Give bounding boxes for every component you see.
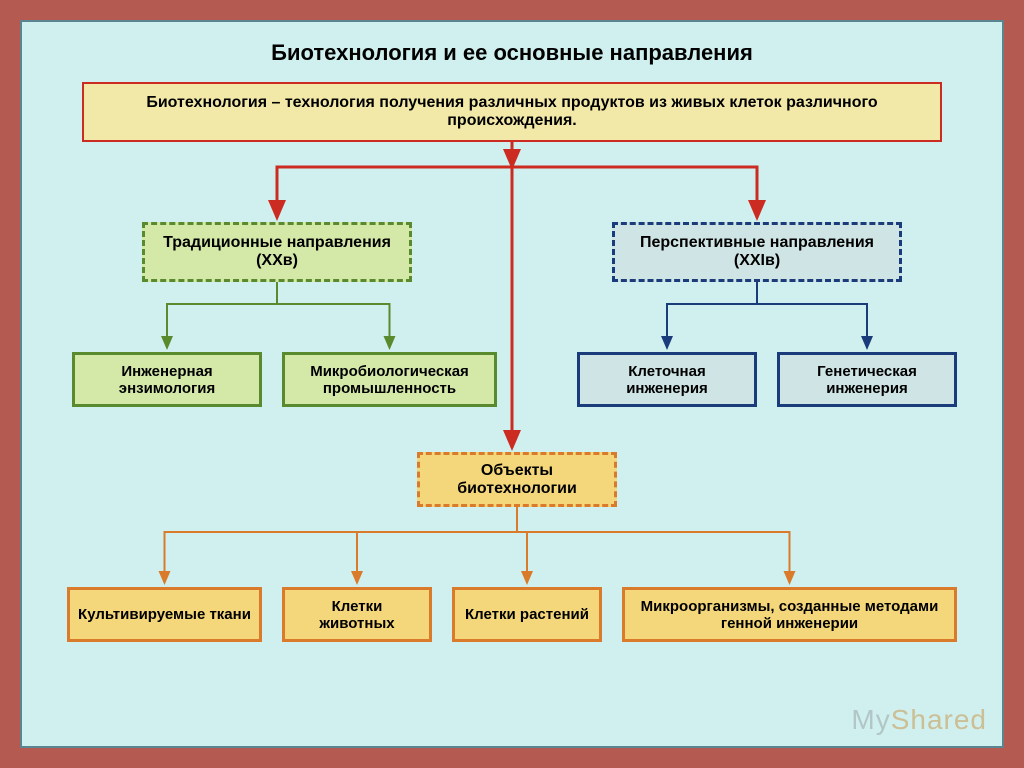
- object-child: Культивируемые ткани: [67, 587, 262, 642]
- diagram-canvas: Биотехнология и ее основные направления …: [20, 20, 1004, 748]
- node-label: Клетки животных: [285, 594, 429, 636]
- object-child: Клетки животных: [282, 587, 432, 642]
- perspective-label: Перспективные направления (XXIв): [615, 230, 899, 274]
- node-label: Инженерная энзимология: [75, 359, 259, 401]
- node-label: Генетическая инженерия: [780, 359, 954, 401]
- definition-text: Биотехнология – технология получения раз…: [84, 90, 940, 134]
- object-child: Клетки растений: [452, 587, 602, 642]
- node-label: Клеточная инженерия: [580, 359, 754, 401]
- watermark-prefix: My: [851, 704, 890, 735]
- objects-box: Объекты биотехнологии: [417, 452, 617, 507]
- traditional-box: Традиционные направления (XXв): [142, 222, 412, 282]
- node-label: Микроорганизмы, созданные методами генно…: [625, 594, 954, 636]
- object-child: Микроорганизмы, созданные методами генно…: [622, 587, 957, 642]
- definition-box: Биотехнология – технология получения раз…: [82, 82, 942, 142]
- watermark-em: Shared: [891, 704, 987, 735]
- traditional-child: Инженерная энзимология: [72, 352, 262, 407]
- watermark: MyShared: [851, 704, 987, 736]
- traditional-label: Традиционные направления (XXв): [145, 230, 409, 274]
- traditional-child: Микробиологическая промышленность: [282, 352, 497, 407]
- node-label: Микробиологическая промышленность: [285, 359, 494, 401]
- node-label: Клетки растений: [457, 602, 597, 627]
- perspective-child: Клеточная инженерия: [577, 352, 757, 407]
- perspective-child: Генетическая инженерия: [777, 352, 957, 407]
- perspective-box: Перспективные направления (XXIв): [612, 222, 902, 282]
- page-title: Биотехнология и ее основные направления: [22, 40, 1002, 66]
- objects-label: Объекты биотехнологии: [420, 458, 614, 502]
- node-label: Культивируемые ткани: [70, 602, 259, 627]
